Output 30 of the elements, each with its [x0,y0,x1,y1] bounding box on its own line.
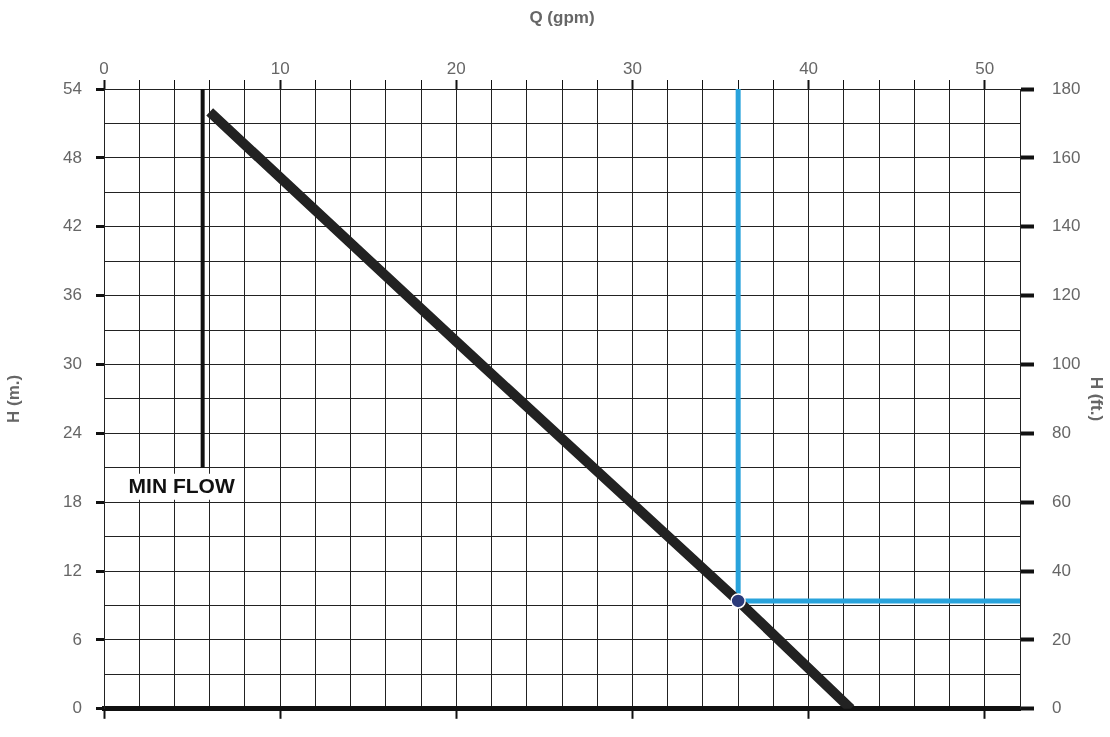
y-tick-label: 18 [63,491,82,511]
y-axis-title: H (m.) [3,374,23,423]
x-tick-label: 10 [270,59,290,79]
y-tick-label: 30 [63,354,82,374]
x-tick-label: 50 [975,59,995,79]
y-tick-label: 36 [63,285,82,305]
y2-tick-label: 80 [1052,423,1071,443]
y-tick-label: 48 [63,147,82,167]
y2-tick-label: 160 [1052,147,1081,167]
y2-tick-label: 100 [1052,354,1081,374]
y2-tick-label: 120 [1052,285,1081,305]
annotation: MIN FLOW [128,474,235,498]
y2-tick-label: 60 [1052,491,1071,511]
y-tick-label: 42 [63,216,82,236]
y2-tick-label: 140 [1052,216,1081,236]
y2-tick-label: 40 [1052,560,1071,580]
y-tick-label: 12 [63,560,82,580]
y-tick-label: 54 [63,78,82,98]
x-tick-label: 40 [799,59,819,79]
y2-tick-label: 20 [1052,629,1071,649]
x-tick-label: 30 [623,59,642,79]
x-tick-label: 20 [446,59,466,79]
y2-tick-label: 180 [1052,78,1081,98]
y-tick-label: 24 [63,423,82,443]
x-tick-label: 0 [99,59,109,79]
x-axis-title: Q (gpm) [529,7,595,27]
y-tick-label: 0 [72,698,82,718]
y2-axis-title: H (ft.) [1087,376,1107,422]
y2-tick-label: 0 [1052,698,1062,718]
y-tick-label: 6 [72,629,82,649]
